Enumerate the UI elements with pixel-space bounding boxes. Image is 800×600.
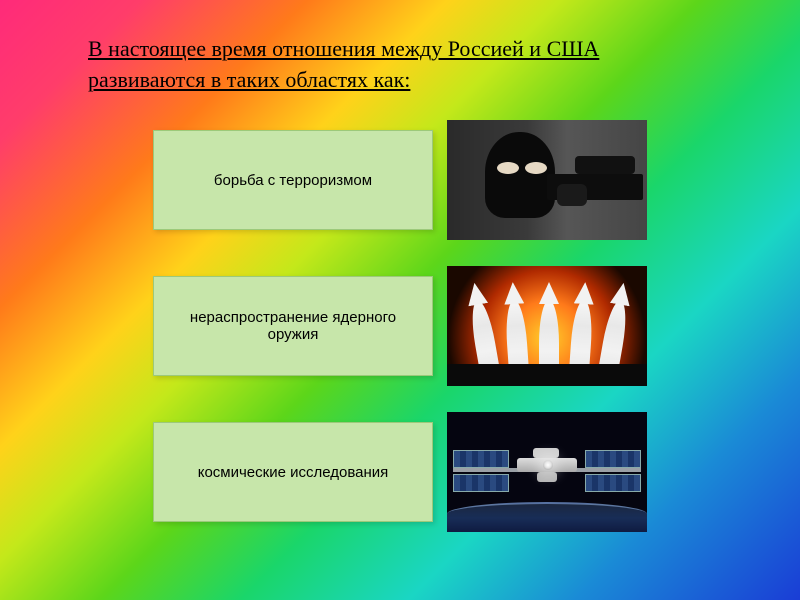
- card-terrorism: борьба с терроризмом: [153, 130, 433, 230]
- card-nuclear: нераспространение ядерного оружия: [153, 276, 433, 376]
- card-label: космические исследования: [198, 464, 389, 481]
- content-rows: борьба с терроризмом нераспространение я…: [0, 120, 800, 558]
- thumb-nuclear: [447, 266, 647, 386]
- slide-title: В настоящее время отношения между Россие…: [88, 34, 712, 96]
- row-1: борьба с терроризмом: [0, 120, 800, 240]
- row-2: нераспространение ядерного оружия: [0, 266, 800, 386]
- row-3: космические исследования: [0, 412, 800, 532]
- card-label: борьба с терроризмом: [214, 172, 372, 189]
- card-label: нераспространение ядерного оружия: [164, 309, 422, 343]
- thumb-space: [447, 412, 647, 532]
- card-space: космические исследования: [153, 422, 433, 522]
- thumb-terrorism: [447, 120, 647, 240]
